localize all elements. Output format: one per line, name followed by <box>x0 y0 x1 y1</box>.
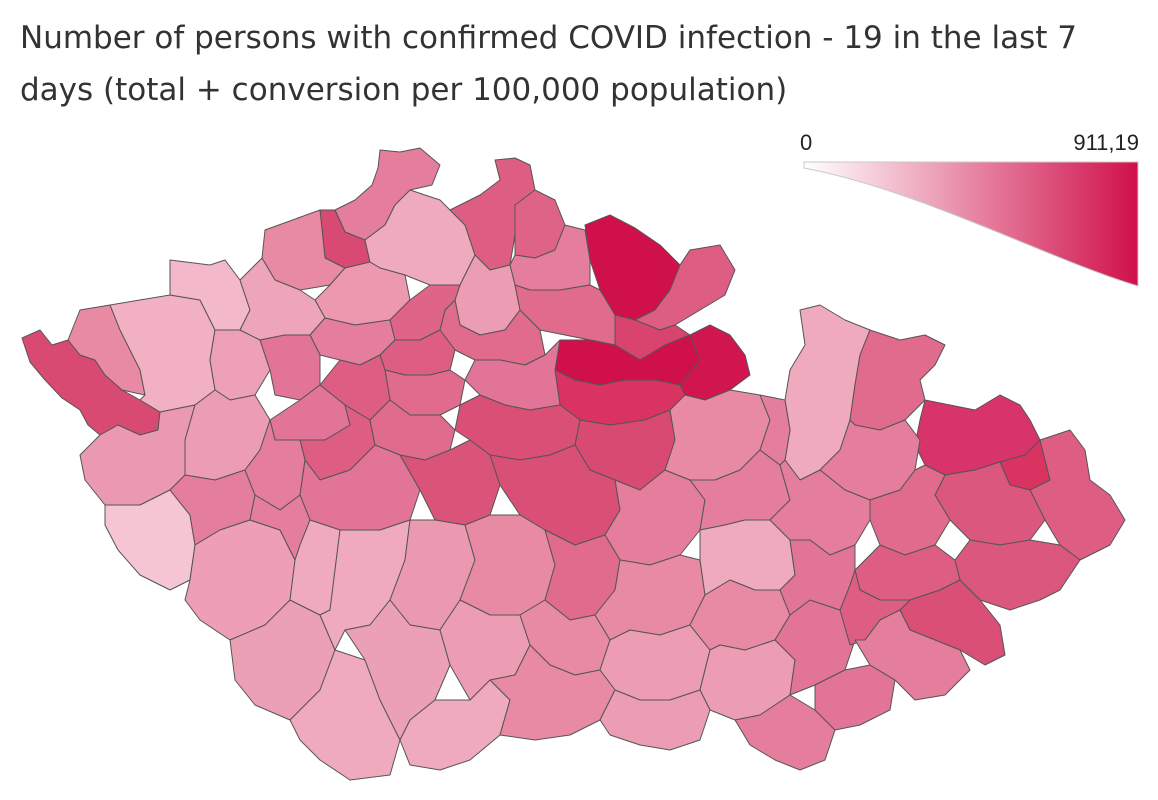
region[interactable] <box>489 644 616 741</box>
region[interactable] <box>779 539 856 616</box>
region[interactable] <box>849 329 946 431</box>
choropleth-map <box>21 147 1126 781</box>
region[interactable] <box>1029 429 1126 561</box>
region[interactable] <box>599 624 711 701</box>
region[interactable] <box>814 664 896 731</box>
region[interactable] <box>599 689 711 751</box>
region[interactable] <box>259 334 321 401</box>
map-title: Number of persons with confirmed COVID i… <box>20 20 1077 108</box>
region[interactable] <box>464 339 561 411</box>
legend-color-ramp <box>803 161 1139 287</box>
region[interactable] <box>734 694 836 771</box>
region[interactable] <box>634 244 736 331</box>
legend-min-label: 0 <box>800 130 813 155</box>
legend-max-label: 911,19 <box>1073 130 1139 155</box>
region[interactable] <box>604 469 706 566</box>
color-legend: 0 911,19 <box>800 130 1145 290</box>
region[interactable] <box>459 514 556 616</box>
region[interactable] <box>854 609 971 701</box>
